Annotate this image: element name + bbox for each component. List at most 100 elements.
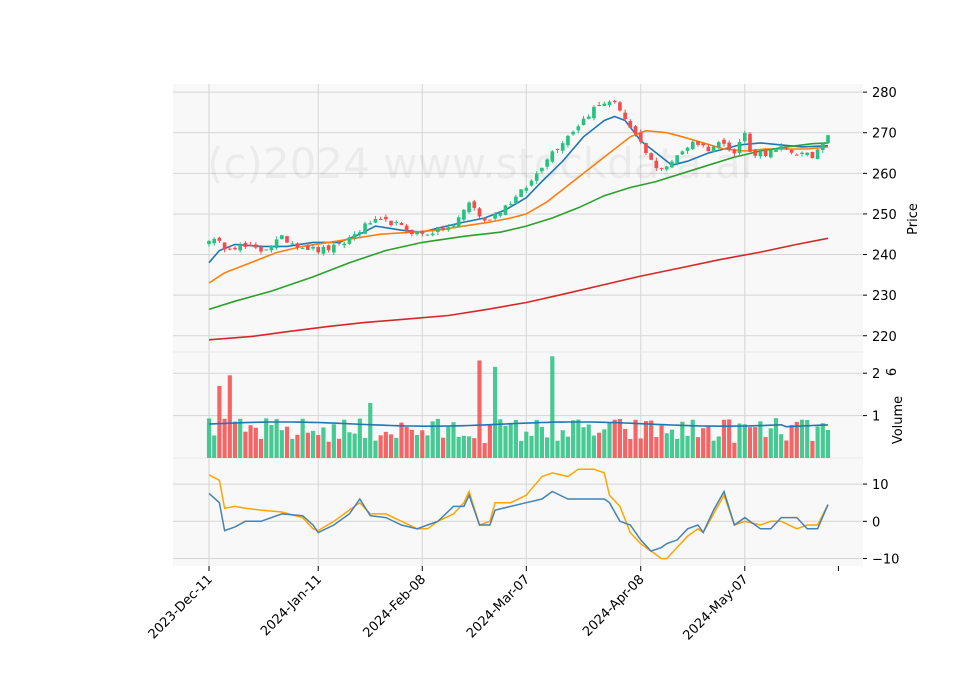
- volume-avg-path: [208, 421, 829, 428]
- ma-line-ma-10: [208, 115, 829, 264]
- price-tick-label: 230: [872, 289, 897, 304]
- volume-bar: [482, 443, 487, 458]
- volume-bar: [550, 356, 555, 458]
- candle-body: [373, 218, 378, 223]
- candle-body: [503, 205, 508, 216]
- volume-bar: [269, 425, 274, 458]
- volume-bar: [643, 421, 649, 458]
- candle-body: [274, 239, 279, 248]
- volume-bar: [368, 402, 373, 458]
- volume-bar: [519, 440, 524, 458]
- volume-bar: [440, 437, 446, 458]
- price-tick-label: 260: [872, 167, 897, 182]
- volume-bar: [326, 441, 331, 458]
- candle-body: [727, 142, 731, 151]
- candle-body: [586, 116, 591, 119]
- volume-bar: [467, 436, 472, 458]
- candle-body: [768, 149, 773, 158]
- volume-bar: [274, 419, 279, 458]
- candle-body: [685, 147, 690, 151]
- volume-tick-label: 1: [872, 410, 880, 425]
- candle-body: [482, 217, 487, 221]
- volume-bar: [498, 419, 503, 458]
- volume-bar: [206, 418, 212, 458]
- candle-body: [394, 222, 399, 224]
- volume-bar: [721, 419, 727, 458]
- candle-body: [415, 231, 419, 235]
- volume-bar: [362, 437, 368, 458]
- candle-body: [742, 133, 747, 142]
- candle-body: [519, 189, 523, 197]
- candle-body: [758, 151, 763, 157]
- volume-bar: [753, 427, 758, 458]
- candle-body: [763, 150, 768, 156]
- volume-bar: [747, 427, 753, 458]
- volume-bar: [711, 440, 716, 458]
- candle-body: [378, 219, 383, 221]
- volume-bar: [238, 418, 243, 458]
- volume-bar: [316, 434, 321, 458]
- volume-bar: [617, 419, 623, 458]
- volume-bar: [508, 423, 513, 458]
- volume-bar: [690, 419, 695, 458]
- candle-body: [451, 224, 456, 227]
- candle-body: [690, 141, 695, 149]
- volume-bar: [336, 438, 342, 458]
- candle-body: [784, 148, 789, 150]
- candle-body: [722, 139, 726, 144]
- candle-body: [238, 244, 243, 251]
- candle-body: [581, 118, 586, 125]
- volume-bar: [633, 419, 638, 458]
- volume-bar: [737, 423, 742, 458]
- candle-body: [269, 245, 274, 251]
- candle-body: [316, 247, 321, 253]
- volume-bar: [321, 427, 326, 458]
- volume-bar: [664, 433, 669, 458]
- candle-body: [456, 217, 461, 227]
- candle-body: [607, 101, 612, 106]
- volume-bar: [742, 424, 747, 458]
- candle-body: [540, 167, 544, 172]
- volume-bar: [217, 385, 222, 458]
- volume-bar: [680, 421, 685, 458]
- x-tick-label: 2024-Apr-08: [580, 572, 647, 639]
- candle-body: [436, 226, 440, 232]
- candle-body: [488, 219, 492, 221]
- volume-bar: [290, 438, 295, 458]
- volume-bar: [394, 437, 399, 458]
- candle-body: [217, 237, 222, 241]
- candle-body: [441, 228, 445, 231]
- volume-bar: [248, 425, 253, 458]
- x-tick-label: 2024-Mar-07: [464, 572, 533, 641]
- ma-line-ma-50: [208, 142, 829, 311]
- candle-body: [529, 180, 534, 186]
- candle-body: [680, 151, 685, 155]
- volume-bar: [716, 436, 721, 458]
- volume-bar: [669, 429, 675, 458]
- candle-body: [342, 243, 347, 246]
- candle-body: [290, 243, 295, 245]
- volume-bar: [493, 366, 498, 458]
- candle-body: [264, 249, 269, 251]
- volume-bar: [794, 421, 799, 458]
- candle-body: [446, 227, 451, 230]
- volume-bar: [310, 430, 316, 458]
- oscillator-panel-bg: [173, 458, 863, 566]
- candle-body: [311, 246, 315, 249]
- candle-body: [638, 132, 643, 142]
- candle-body: [576, 126, 581, 131]
- candle-body: [706, 146, 711, 152]
- candle-body: [618, 102, 622, 111]
- candle-body: [462, 209, 466, 220]
- candle-body: [794, 154, 799, 156]
- x-tick-label: 2024-Jan-11: [258, 572, 325, 639]
- candle-body: [628, 120, 633, 128]
- volume-bar: [477, 360, 482, 458]
- candle-body: [467, 202, 471, 213]
- candle-body: [670, 161, 674, 168]
- candle-body: [789, 149, 794, 153]
- oscillator-lines: [208, 468, 829, 560]
- volume-bar: [222, 418, 227, 458]
- candle-body: [508, 203, 513, 205]
- candle-body: [243, 242, 248, 247]
